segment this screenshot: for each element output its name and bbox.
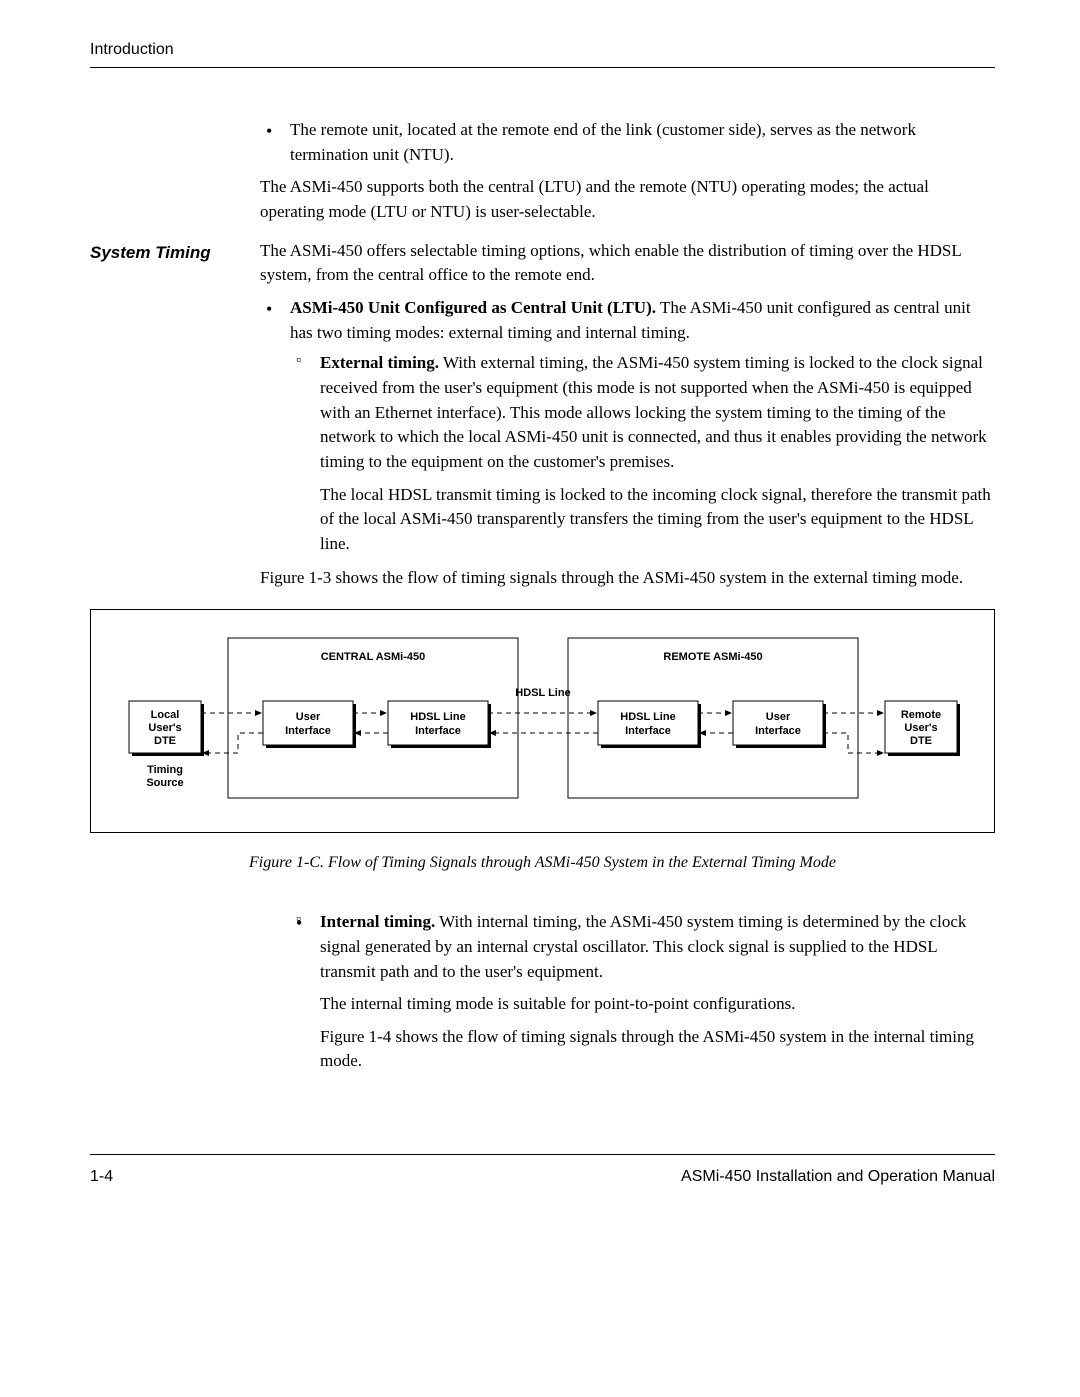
ext-bold: External timing. [320, 353, 439, 372]
local-dte-l2: User's [148, 722, 181, 734]
bullet-ltu: ASMi-450 Unit Configured as Central Unit… [260, 296, 995, 556]
remote-label: REMOTE ASMi-450 [663, 651, 762, 663]
timing-src-l2: Source [146, 777, 183, 789]
timing-diagram: CENTRAL ASMi-450 REMOTE ASMi-450 Local U… [118, 628, 968, 818]
diagram-container: CENTRAL ASMi-450 REMOTE ASMi-450 Local U… [90, 609, 995, 833]
manual-title: ASMi-450 Installation and Operation Manu… [681, 1165, 995, 1188]
c-userif-l1: User [295, 711, 320, 723]
remote-dte-l2: User's [904, 722, 937, 734]
page-header: Introduction [90, 38, 995, 68]
main-col-timing: The ASMi-450 offers selectable timing op… [260, 239, 995, 599]
section-system-timing: System Timing The ASMi-450 offers select… [90, 239, 995, 599]
bullet-remote-unit: The remote unit, located at the remote e… [260, 118, 995, 167]
fig-ref: Figure 1-3 shows the flow of timing sign… [260, 566, 995, 591]
para-modes: The ASMi-450 supports both the central (… [260, 175, 995, 224]
section-remote-unit: The remote unit, located at the remote e… [90, 118, 995, 233]
remote-dte-l3: DTE [910, 735, 932, 747]
local-dte-l3: DTE [154, 735, 176, 747]
page-number: 1-4 [90, 1165, 113, 1188]
central-label: CENTRAL ASMi-450 [320, 651, 425, 663]
c-hdsl-l2: Interface [415, 725, 461, 737]
ext-para2: The local HDSL transmit timing is locked… [320, 483, 995, 557]
timing-src-l1: Timing [147, 764, 183, 776]
r-userif-l1: User [765, 711, 790, 723]
c-hdsl-l1: HDSL Line [410, 711, 465, 723]
side-label-empty-2 [90, 904, 260, 1084]
figure-caption: Figure 1-C. Flow of Timing Signals throu… [90, 851, 995, 874]
section-internal-timing: Internal timing. With internal timing, t… [90, 904, 995, 1084]
int-bold: Internal timing. [320, 912, 435, 931]
r-hdsl-l2: Interface [625, 725, 671, 737]
r-hdsl-l1: HDSL Line [620, 711, 675, 723]
hdsl-line-label: HDSL Line [515, 687, 570, 699]
int-para3: Figure 1-4 shows the flow of timing sign… [320, 1025, 995, 1074]
main-col-internal: Internal timing. With internal timing, t… [260, 904, 995, 1084]
local-dte-l1: Local [150, 709, 179, 721]
heading-system-timing: System Timing [90, 239, 260, 599]
ltu-bold: ASMi-450 Unit Configured as Central Unit… [290, 298, 656, 317]
r-userif-l2: Interface [755, 725, 801, 737]
page-footer: 1-4 ASMi-450 Installation and Operation … [90, 1154, 995, 1188]
timing-intro: The ASMi-450 offers selectable timing op… [260, 239, 995, 288]
sub-external: External timing. With external timing, t… [290, 351, 995, 556]
c-userif-l2: Interface [285, 725, 331, 737]
main-col-1: The remote unit, located at the remote e… [260, 118, 995, 233]
remote-dte-l1: Remote [900, 709, 940, 721]
sub-internal: Internal timing. With internal timing, t… [290, 910, 995, 1074]
int-para2: The internal timing mode is suitable for… [320, 992, 995, 1017]
header-title: Introduction [90, 41, 174, 58]
side-label-empty [90, 118, 260, 233]
